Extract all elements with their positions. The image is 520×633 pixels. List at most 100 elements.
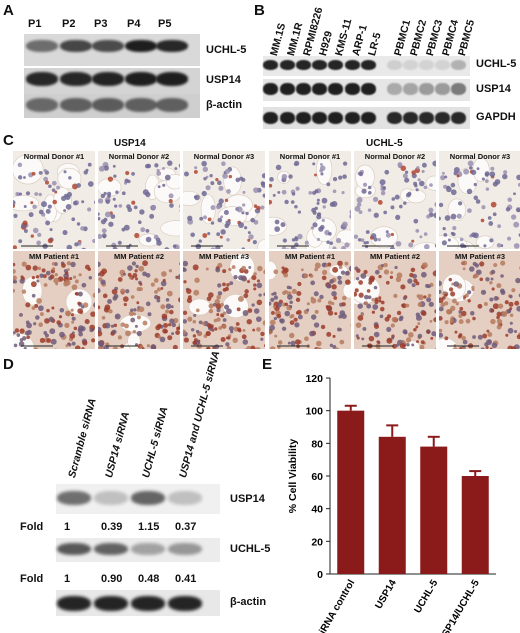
ihc-tile-title: MM Patient #1	[28, 252, 79, 261]
panel-b-band	[263, 60, 278, 70]
panel-a-lane-label: P5	[158, 18, 172, 30]
panel-a-band	[60, 72, 92, 86]
panel-b-band	[296, 83, 311, 95]
ihc-tile-title: Normal Donor #3	[193, 152, 255, 161]
ihc-tile-normal-donor: Normal Donor #2	[97, 150, 181, 250]
panel-b-row-label-usp14: USP14	[476, 83, 511, 95]
panel-c-group-uchl5: UCHL-5	[366, 138, 403, 149]
panel-d-band	[57, 596, 91, 611]
panel-d-lane-label: UCHL-5 siRNA	[140, 405, 171, 480]
panel-b-band	[419, 112, 434, 124]
panel-d-fold-uchl5: 1	[64, 573, 71, 585]
panel-b-band	[419, 83, 434, 95]
panel-b-band	[403, 60, 418, 70]
panel-d-band	[131, 491, 165, 505]
panel-e-letter: E	[262, 356, 273, 373]
panel-a-band	[156, 40, 188, 52]
panel-d-fold-usp14: 0.39	[101, 521, 123, 533]
ihc-tile-title: Normal Donor #2	[364, 152, 426, 161]
bar	[461, 476, 489, 574]
panel-b-band	[312, 112, 327, 124]
panel-d-fold-uchl5: 0.48	[138, 573, 160, 585]
ihc-tissue	[354, 160, 436, 249]
ihc-tile-title: MM Patient #2	[113, 252, 164, 261]
ihc-tile-title: Normal Donor #3	[449, 152, 511, 161]
panel-a-band	[125, 98, 157, 112]
panel-d-band	[94, 596, 128, 611]
panel-d-band	[168, 543, 202, 555]
panel-b-band	[435, 112, 450, 124]
bar	[420, 446, 448, 574]
panel-a-band	[92, 72, 124, 86]
bar	[337, 410, 365, 574]
x-tick-label: USP14	[373, 578, 399, 611]
panel-a-band	[125, 72, 157, 86]
panel-b-band	[296, 112, 311, 124]
panel-d-row-label-uchl5: UCHL-5	[230, 543, 271, 555]
y-tick-label: 20	[311, 536, 323, 548]
panel-d-fold-uchl5: 0.90	[101, 573, 123, 585]
panel-b-row-label-gapdh: GAPDH	[476, 111, 516, 123]
panel-b-band	[280, 112, 295, 124]
panel-a-band	[60, 40, 92, 52]
panel-a-lane-label: P3	[94, 18, 108, 30]
panel-b-band	[296, 60, 311, 70]
ihc-tile-title: MM Patient #2	[369, 252, 420, 261]
panel-b-band	[263, 112, 278, 124]
panel-a-lane-label: P4	[127, 18, 141, 30]
y-tick-label: 100	[305, 406, 323, 418]
panel-a-band	[26, 40, 58, 52]
panel-d-lane-label: Scramble siRNA	[66, 397, 99, 480]
ihc-tile-normal-donor: Normal Donor #2	[353, 150, 437, 250]
panel-d-band	[94, 491, 128, 505]
panel-d-lane-label: USP14 siRNA	[103, 410, 133, 480]
panel-c-letter: C	[3, 132, 14, 149]
panel-d-fold-usp14: 1.15	[138, 521, 160, 533]
panel-e-chart: 0 20 40 60 80 100 120 % Cell Viability siRNA con…	[287, 373, 496, 633]
panel-a-lane-label: P1	[28, 18, 42, 30]
ihc-tile-mm-patient: MM Patient #3	[182, 250, 266, 350]
panel-b-band	[419, 60, 434, 70]
panel-b-band	[403, 83, 418, 95]
ihc-tile-mm-patient: MM Patient #1	[268, 250, 352, 350]
panel-a-row-label-usp14: USP14	[206, 74, 241, 86]
y-axis-label: % Cell Viability	[287, 439, 299, 514]
panel-a-lane-label: P2	[62, 18, 76, 30]
panel-a-band	[156, 72, 188, 86]
ihc-tissue	[13, 154, 95, 249]
ihc-tile-title: Normal Donor #2	[108, 152, 170, 161]
ihc-tile-normal-donor: Normal Donor #1	[12, 150, 96, 250]
ihc-tissue	[439, 157, 520, 249]
ihc-tile-title: MM Patient #3	[454, 252, 505, 261]
panel-d-fold-usp14: 0.37	[175, 521, 197, 533]
ihc-tissue	[98, 160, 180, 249]
panel-d-fold-label-1: Fold	[20, 521, 44, 533]
panel-a-band	[60, 98, 92, 112]
ihc-tile-mm-patient: MM Patient #3	[438, 250, 520, 350]
y-tick-label: 80	[311, 438, 323, 450]
ihc-tissue	[439, 260, 520, 349]
ihc-tissue	[183, 160, 265, 249]
panel-d-fold-usp14: 1	[64, 521, 71, 533]
panel-a-band	[26, 98, 58, 112]
panel-a-row-label-actin: β-actin	[206, 99, 243, 111]
panel-b-lane-label: LR-5	[366, 31, 384, 58]
panel-b-band	[328, 83, 343, 95]
panel-b-band	[435, 60, 450, 70]
ihc-tile-title: Normal Donor #1	[23, 152, 85, 161]
bar	[378, 436, 406, 574]
panel-b-band	[345, 60, 360, 70]
panel-b-band	[328, 60, 343, 70]
ihc-tissue	[269, 154, 351, 249]
panel-b-band	[387, 83, 402, 95]
panel-b-band	[387, 60, 402, 70]
panel-b-band	[403, 112, 418, 124]
panel-a-band	[26, 72, 58, 86]
ihc-tile-mm-patient: MM Patient #2	[353, 250, 437, 350]
panel-b-band	[361, 83, 376, 95]
panel-d-band	[131, 596, 165, 611]
panel-b-band	[312, 83, 327, 95]
panel-d-band	[131, 543, 165, 555]
y-tick-label: 0	[317, 569, 323, 581]
panel-d-fold-uchl5: 0.41	[175, 573, 197, 585]
